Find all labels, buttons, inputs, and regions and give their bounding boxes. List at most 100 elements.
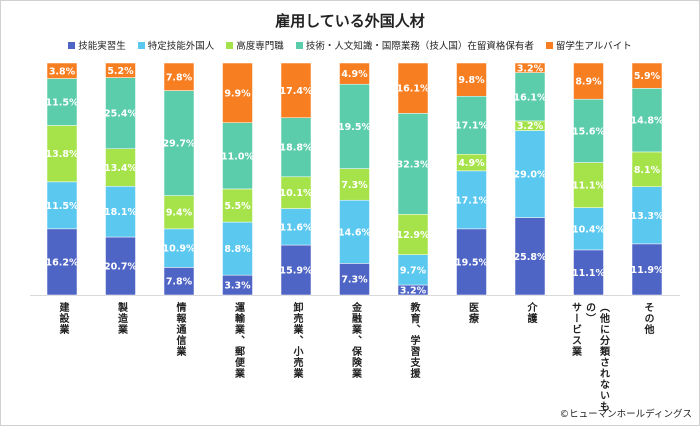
data-label: 7.8% xyxy=(166,277,193,288)
bar-segment xyxy=(456,62,487,97)
data-label: 9.8% xyxy=(458,75,485,86)
bar-segment xyxy=(456,228,487,296)
data-label: 4.9% xyxy=(341,69,368,80)
category-label: 医療 xyxy=(466,302,478,324)
bar-segment xyxy=(163,267,195,296)
data-label: 14.8% xyxy=(631,116,664,127)
bar-segment xyxy=(514,62,546,73)
data-label: 9.7% xyxy=(400,265,427,276)
bar-segment xyxy=(163,62,195,91)
bar-segment xyxy=(222,221,253,276)
data-label: 15.9% xyxy=(280,266,313,277)
data-label: 10.9% xyxy=(163,244,196,255)
data-label: 17.4% xyxy=(280,86,313,97)
data-label: 16.2% xyxy=(46,257,79,268)
bar-segment xyxy=(105,77,136,149)
data-label: 3.2% xyxy=(517,63,544,74)
bar-segment xyxy=(46,62,78,79)
data-label: 3.2% xyxy=(517,121,544,132)
data-label: 13.4% xyxy=(104,163,137,174)
bar-segment xyxy=(339,62,370,85)
data-label: 3.3% xyxy=(224,281,251,292)
bar-segment xyxy=(631,186,663,245)
data-label: 18.8% xyxy=(280,143,313,154)
bar-segment xyxy=(339,199,370,264)
bar-segment xyxy=(631,88,663,153)
legend-label: 技術・人文知識・国際業務（技人国）在留資格保有者 xyxy=(305,41,534,52)
bar-segment xyxy=(105,148,136,187)
data-label: 3.8% xyxy=(49,66,76,77)
data-label: 8.9% xyxy=(575,77,602,88)
legend: 技能実習生 特定技能外国人 高度専門職 技術・人文知識・国際業務（技人国）在留資格保有… xyxy=(0,38,700,52)
category-label: 卸売業、小売業 xyxy=(291,302,302,379)
data-label: 13.3% xyxy=(631,211,664,222)
category-label: 教育、学習支援 xyxy=(408,302,419,379)
data-label: 7.3% xyxy=(341,275,368,286)
data-label: 10.4% xyxy=(572,224,605,235)
bar-segment xyxy=(456,95,487,155)
bar-segment xyxy=(280,244,312,296)
data-label: 10.1% xyxy=(280,188,313,199)
data-label: 19.5% xyxy=(455,257,488,268)
data-label: 3.2% xyxy=(400,285,427,296)
legend-swatch xyxy=(137,41,145,49)
data-label: 4.9% xyxy=(458,158,485,169)
category-label: 金融業、保険業 xyxy=(349,302,361,379)
credit: ©ヒューマンホールディングス xyxy=(559,409,692,420)
legend-label: 留学生アルバイト xyxy=(555,41,632,52)
legend-swatch xyxy=(295,41,303,49)
legend-item: 技術・人文知識・国際業務（技人国）在留資格保有者 xyxy=(295,38,534,52)
bar-segment xyxy=(631,62,663,89)
bar-segment xyxy=(280,62,312,118)
category-label: 情報通信業 xyxy=(174,302,185,357)
bar-segment xyxy=(573,162,604,208)
legend-swatch xyxy=(226,41,234,49)
legend-label: 技能実習生 xyxy=(78,41,126,52)
bar-segment xyxy=(46,181,78,230)
data-label: 32.3% xyxy=(397,159,430,170)
bar-segment xyxy=(339,168,370,201)
category-label: その他 xyxy=(642,302,653,335)
data-label: 11.0% xyxy=(221,151,254,162)
bar-segment xyxy=(222,62,253,123)
bar-segment xyxy=(222,188,253,223)
bar-segment xyxy=(573,249,604,296)
data-label: 11.5% xyxy=(46,98,79,109)
bar-segment xyxy=(105,236,136,296)
bar-segment xyxy=(280,117,312,178)
data-label: 14.6% xyxy=(338,227,371,238)
data-label: 11.9% xyxy=(631,265,664,276)
data-label: 7.3% xyxy=(341,180,368,191)
bar-segment xyxy=(397,62,429,114)
data-label: 19.5% xyxy=(338,122,371,133)
data-label: 8.8% xyxy=(224,244,251,255)
bar-segment xyxy=(163,195,195,230)
legend-item: 高度専門職 xyxy=(226,38,284,52)
bar-segment xyxy=(514,217,546,296)
data-label: 18.1% xyxy=(104,207,137,218)
data-label: 5.9% xyxy=(634,71,661,82)
bar-segment xyxy=(397,113,429,215)
bar-segment xyxy=(222,122,253,190)
bar-segment xyxy=(456,170,487,230)
data-label: 11.1% xyxy=(572,268,605,279)
bar-segment xyxy=(573,207,604,251)
category-label: （他に分類されないもの） サービス業 xyxy=(569,302,609,412)
bar-segment xyxy=(163,228,195,268)
data-label: 20.7% xyxy=(104,262,137,273)
legend-swatch xyxy=(545,41,553,49)
data-label: 15.6% xyxy=(572,126,605,137)
bar-segment xyxy=(397,214,429,255)
bar-segment xyxy=(573,62,604,100)
bar-segment xyxy=(280,208,312,246)
data-label: 16.1% xyxy=(514,92,547,103)
data-label: 9.9% xyxy=(224,88,251,99)
legend-item: 留学生アルバイト xyxy=(545,38,632,52)
data-label: 12.9% xyxy=(397,230,430,241)
data-label: 5.2% xyxy=(107,66,134,77)
bar-segment xyxy=(339,263,370,296)
data-label: 25.8% xyxy=(514,252,547,263)
data-label: 16.1% xyxy=(397,84,430,95)
data-label: 25.4% xyxy=(104,109,137,120)
category-label: 製造業 xyxy=(115,302,127,335)
